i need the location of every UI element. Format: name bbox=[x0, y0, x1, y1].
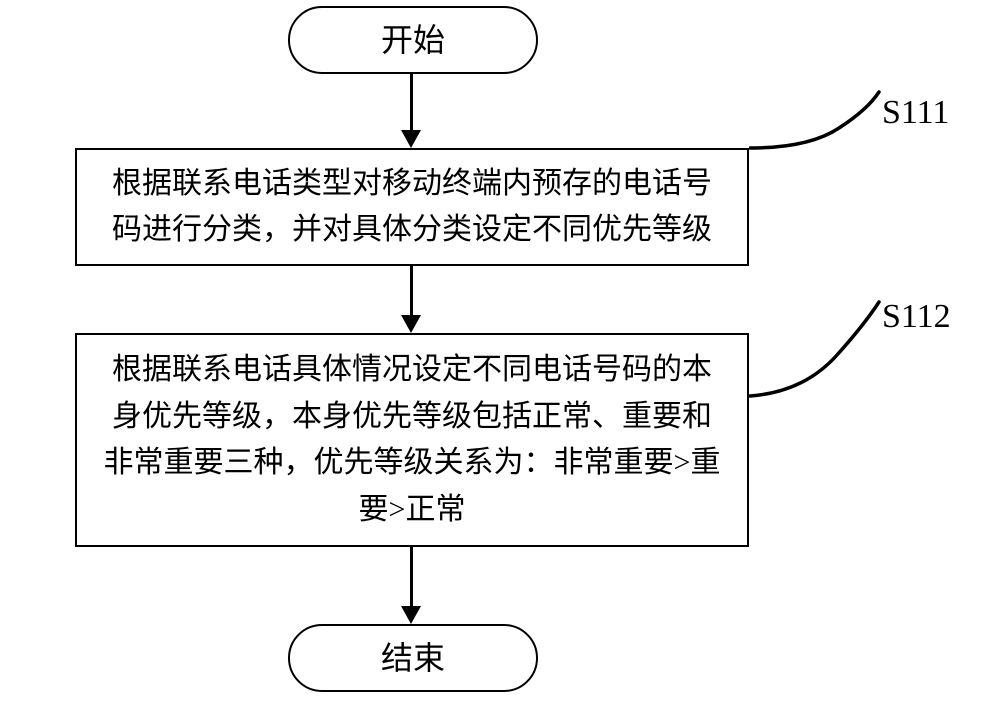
end-text: 结束 bbox=[381, 642, 445, 674]
arrow-2-line bbox=[410, 266, 413, 317]
start-text: 开始 bbox=[381, 24, 445, 56]
label-s111: S111 bbox=[882, 94, 949, 132]
end-node: 结束 bbox=[288, 624, 538, 692]
start-node: 开始 bbox=[288, 6, 538, 74]
arrow-2-head bbox=[401, 315, 421, 333]
process-s111: 根据联系电话类型对移动终端内预存的电话号 码进行分类，并对具体分类设定不同优先等… bbox=[75, 148, 749, 266]
arrow-3-line bbox=[410, 547, 413, 608]
process-s111-text: 根据联系电话类型对移动终端内预存的电话号 码进行分类，并对具体分类设定不同优先等… bbox=[112, 161, 712, 254]
arrow-1-head bbox=[401, 130, 421, 148]
callout-s112 bbox=[749, 300, 889, 410]
arrow-3-head bbox=[401, 606, 421, 624]
flowchart-container: 开始 根据联系电话类型对移动终端内预存的电话号 码进行分类，并对具体分类设定不同… bbox=[0, 0, 1000, 716]
arrow-1-line bbox=[410, 74, 413, 132]
label-s112: S112 bbox=[882, 298, 951, 336]
process-s112: 根据联系电话具体情况设定不同电话号码的本 身优先等级，本身优先等级包括正常、重要… bbox=[75, 333, 749, 547]
label-s112-text: S112 bbox=[882, 298, 951, 335]
process-s112-text: 根据联系电话具体情况设定不同电话号码的本 身优先等级，本身优先等级包括正常、重要… bbox=[104, 347, 721, 533]
callout-s111 bbox=[749, 90, 889, 170]
label-s111-text: S111 bbox=[882, 94, 949, 131]
